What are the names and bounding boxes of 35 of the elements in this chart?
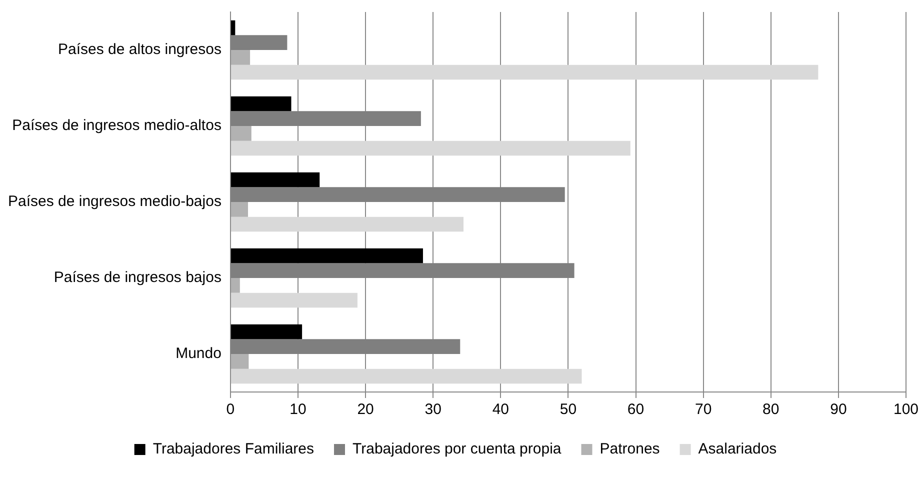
bar xyxy=(230,96,292,112)
y-tick-label: Países de ingresos medio-bajos xyxy=(8,193,222,210)
legend-label: Trabajadores por cuenta propia xyxy=(352,440,562,458)
x-tick-label: 50 xyxy=(560,401,577,418)
x-tick-label: 70 xyxy=(694,401,712,418)
x-tick-label: 80 xyxy=(762,401,780,418)
bar xyxy=(230,140,630,156)
x-tick-label: 60 xyxy=(627,401,644,418)
y-tick-label: Países de altos ingresos xyxy=(58,41,222,58)
y-tick-label: Mundo xyxy=(176,345,222,362)
legend-label: Patrones xyxy=(600,440,660,458)
x-tick-label: 30 xyxy=(424,401,442,418)
bar xyxy=(230,292,358,308)
y-tick-label: Países de ingresos medio-altos xyxy=(12,117,222,134)
bar xyxy=(230,172,320,188)
bar xyxy=(230,216,464,232)
x-tick-label: 10 xyxy=(290,401,306,418)
legend-label: Asalariados xyxy=(698,440,777,458)
x-tick-label: 20 xyxy=(357,401,374,418)
bar xyxy=(230,64,818,80)
bar xyxy=(230,20,236,36)
bar xyxy=(230,278,240,293)
bar xyxy=(230,50,250,65)
x-tick-label: 90 xyxy=(830,401,847,418)
bar xyxy=(230,126,252,141)
x-tick-label: 0 xyxy=(226,401,235,418)
bar xyxy=(230,248,423,264)
bar xyxy=(230,354,249,369)
bar xyxy=(230,368,582,384)
bar xyxy=(230,202,248,217)
x-tick-label: 40 xyxy=(492,401,510,418)
x-tick-label: 100 xyxy=(893,401,919,418)
y-tick-label: Países de ingresos bajos xyxy=(54,269,222,286)
bar xyxy=(230,324,302,340)
legend-label: Trabajadores Familiares xyxy=(152,440,314,458)
